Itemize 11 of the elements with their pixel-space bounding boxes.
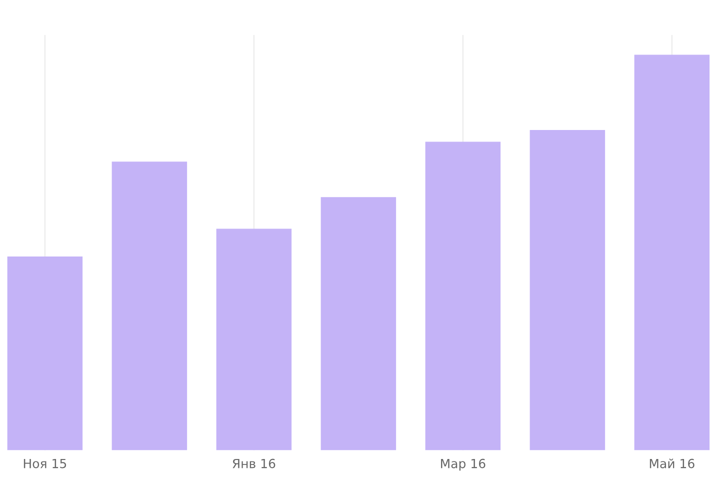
x-tick-label: Май 16 <box>650 458 694 468</box>
bar <box>634 54 710 450</box>
x-tick-label: Ноя 15 <box>24 458 66 468</box>
x-tick-label: Янв 16 <box>232 458 276 468</box>
bar <box>112 162 188 450</box>
bar <box>216 228 292 450</box>
bar <box>425 142 501 450</box>
x-tick-label: Мар 16 <box>441 458 486 471</box>
bar <box>320 197 396 450</box>
bar <box>530 130 606 450</box>
bar <box>7 256 83 450</box>
